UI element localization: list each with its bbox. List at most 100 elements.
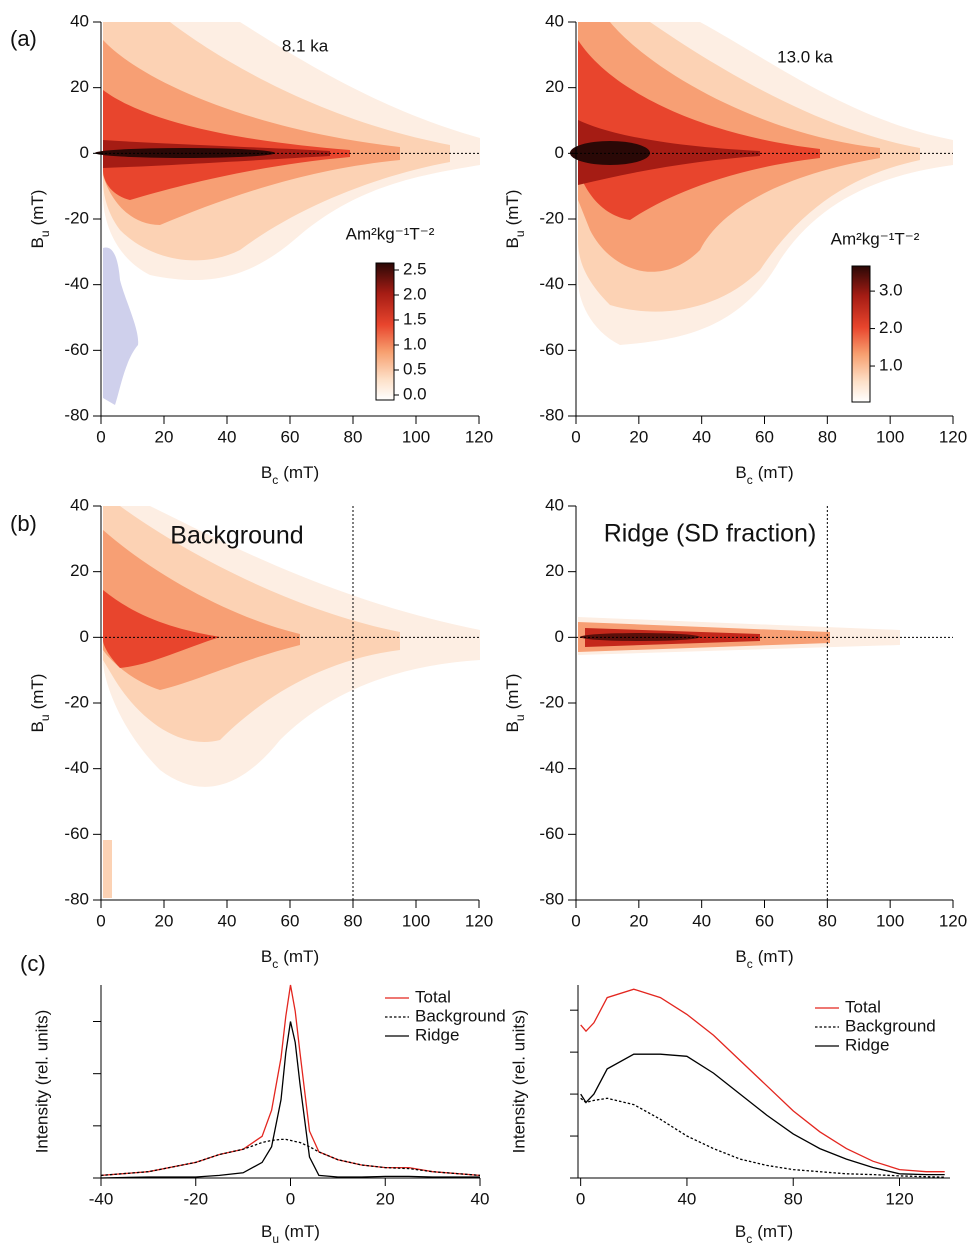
- series-line: [100, 1138, 481, 1177]
- x-tick-label: 0: [571, 427, 580, 446]
- annotation: 8.1 ka: [282, 36, 329, 55]
- panel-label: (c): [20, 951, 46, 976]
- y-tick-label: -60: [64, 340, 89, 359]
- colorbar-tick-label: 3.0: [879, 281, 903, 300]
- legend-label: Total: [415, 987, 451, 1006]
- y-tick-label: 20: [545, 561, 564, 580]
- axis-subscript: u: [513, 714, 527, 721]
- x-tick-label: 40: [218, 911, 237, 930]
- series-line: [100, 1021, 480, 1179]
- x-tick-label: 20: [155, 427, 174, 446]
- axis-unit: (mT): [503, 674, 522, 710]
- axis-unit: (mT): [283, 463, 319, 482]
- axis-symbol: B: [503, 237, 522, 248]
- y-tick-label: -20: [539, 692, 564, 711]
- axis-label: Bc (mT): [735, 1222, 793, 1246]
- axis-subscript: u: [272, 1232, 279, 1246]
- x-tick-label: 0: [96, 427, 105, 446]
- y-tick-label: 0: [80, 143, 89, 162]
- colorbar-label: Am²kg⁻¹T⁻²: [346, 224, 435, 243]
- axis-label: Bc (mT): [735, 947, 793, 971]
- axis-unit: (mT): [28, 190, 47, 226]
- y-tick-label: -40: [539, 758, 564, 777]
- axis-subscript: c: [747, 957, 753, 971]
- series-line: [580, 988, 945, 1173]
- axis-symbol: B: [735, 1222, 746, 1241]
- x-tick-label: 100: [876, 427, 904, 446]
- x-tick-label: -20: [183, 1189, 208, 1208]
- x-tick-label: 120: [465, 911, 493, 930]
- y-tick-label: -40: [64, 274, 89, 293]
- x-tick-label: 120: [939, 427, 967, 446]
- colorbar-label: Am²kg⁻¹T⁻²: [831, 229, 920, 248]
- x-tick-label: 0: [571, 911, 580, 930]
- axis-symbol: B: [28, 237, 47, 248]
- y-tick-label: -40: [539, 274, 564, 293]
- axis-subscript: u: [38, 714, 52, 721]
- x-tick-label: 100: [402, 427, 430, 446]
- legend-label: Ridge: [845, 1035, 889, 1054]
- colorbar: [375, 262, 395, 401]
- axis-symbol: B: [261, 947, 272, 966]
- axis-unit: (mT): [758, 463, 794, 482]
- axis-symbol: B: [503, 721, 522, 732]
- y-tick-label: -80: [64, 405, 89, 424]
- panel-title: Background: [170, 522, 303, 550]
- x-tick-label: 0: [576, 1189, 585, 1208]
- panel-label: (a): [10, 26, 37, 51]
- density-ridge: [578, 617, 900, 655]
- y-tick-label: -60: [539, 824, 564, 843]
- y-tick-label: -80: [539, 889, 564, 908]
- legend-label: Background: [415, 1006, 506, 1025]
- series-line: [580, 1053, 945, 1176]
- y-tick-label: -20: [64, 692, 89, 711]
- axis-symbol: B: [735, 463, 746, 482]
- legend-label: Total: [845, 997, 881, 1016]
- x-tick-label: 20: [629, 911, 648, 930]
- axis-symbol: B: [261, 463, 272, 482]
- x-tick-label: 100: [876, 911, 904, 930]
- x-tick-label: 120: [465, 427, 493, 446]
- axis-label: Bu (mT): [503, 674, 527, 733]
- x-tick-label: 80: [344, 427, 363, 446]
- x-tick-label: 120: [885, 1189, 913, 1208]
- y-tick-label: -80: [64, 889, 89, 908]
- axis-unit: (mT): [757, 1222, 793, 1241]
- x-tick-label: 20: [376, 1189, 395, 1208]
- axis-subscript: c: [272, 957, 278, 971]
- x-tick-label: 20: [629, 427, 648, 446]
- panel-title: Ridge (SD fraction): [604, 520, 817, 548]
- colorbar-tick-label: 0.0: [403, 384, 427, 403]
- colorbar-tick-label: 2.0: [403, 284, 427, 303]
- x-tick-label: 100: [402, 911, 430, 930]
- y-tick-label: 0: [555, 143, 564, 162]
- axis-subscript: c: [746, 1232, 752, 1246]
- axis-label: Intensity (rel. units): [509, 1010, 528, 1154]
- axis-subscript: c: [272, 473, 278, 487]
- axis-unit: (mT): [503, 190, 522, 226]
- y-tick-label: 40: [70, 11, 89, 30]
- y-tick-label: 20: [545, 77, 564, 96]
- x-tick-label: 0: [96, 911, 105, 930]
- x-tick-label: 40: [218, 427, 237, 446]
- x-tick-label: 40: [692, 911, 711, 930]
- y-tick-label: 40: [545, 495, 564, 514]
- density-top-right: [570, 22, 953, 345]
- x-tick-label: -40: [89, 1189, 114, 1208]
- y-tick-label: 20: [70, 77, 89, 96]
- x-tick-label: 80: [784, 1189, 803, 1208]
- x-tick-label: 60: [755, 911, 774, 930]
- axis-unit: (mT): [284, 1222, 320, 1241]
- axis-label: Bc (mT): [735, 463, 793, 487]
- x-tick-label: 80: [344, 911, 363, 930]
- x-tick-label: 60: [281, 427, 300, 446]
- axis-unit: (mT): [758, 947, 794, 966]
- axis-label: Bc (mT): [261, 463, 319, 487]
- x-tick-label: 40: [692, 427, 711, 446]
- y-tick-label: 40: [545, 11, 564, 30]
- axis-label: Bu (mT): [503, 190, 527, 249]
- colorbar-tick-label: 0.5: [403, 359, 427, 378]
- axis-label: Intensity (rel. units): [32, 1010, 51, 1154]
- axis-subscript: c: [747, 473, 753, 487]
